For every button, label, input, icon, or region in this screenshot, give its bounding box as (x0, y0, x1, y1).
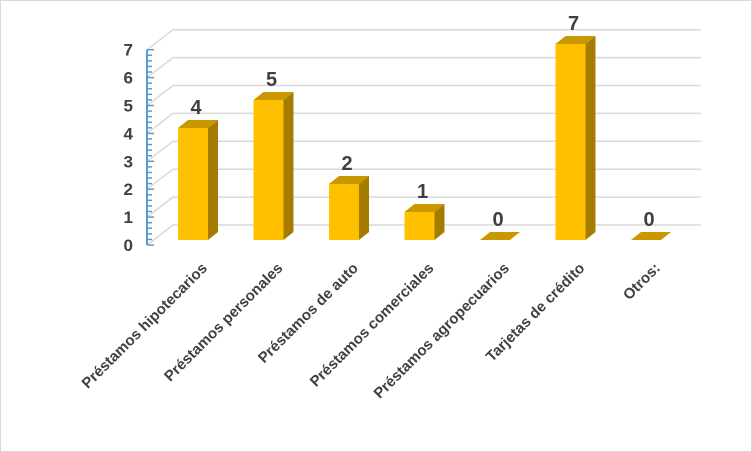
bar-top (329, 176, 369, 184)
bar-side (359, 176, 369, 240)
bar-side (585, 36, 596, 240)
bar (404, 204, 445, 240)
data-label: 7 (568, 13, 579, 35)
bar (178, 120, 218, 240)
bar-side (208, 120, 218, 240)
data-label: 0 (643, 209, 654, 231)
y-tick-label: 3 (124, 152, 133, 171)
y-tick-label: 7 (124, 41, 133, 60)
bar (329, 176, 369, 240)
bar-top (178, 120, 218, 128)
bar (631, 232, 671, 240)
x-tick-label: Préstamos hipotecarios (79, 260, 211, 392)
bar-front (404, 212, 435, 240)
bar-front (329, 184, 359, 240)
x-tick-label: Préstamos comerciales (307, 260, 438, 391)
gridline (146, 28, 701, 51)
bar-top (555, 36, 596, 44)
bar (253, 92, 294, 240)
bar-top (253, 92, 294, 100)
gridline (146, 140, 701, 162)
data-label: 4 (190, 97, 202, 119)
gridline (146, 112, 701, 134)
y-tick-label: 6 (124, 69, 133, 88)
gridline (146, 224, 701, 246)
bar-side (434, 204, 445, 240)
gridline (146, 196, 701, 218)
y-tick-label: 5 (124, 97, 133, 116)
y-tick-label: 4 (124, 124, 134, 143)
bar (480, 232, 520, 240)
gridline (146, 84, 701, 107)
bar-front (178, 128, 208, 240)
bar-top (480, 232, 520, 240)
data-label: 5 (266, 69, 277, 91)
bar-top (404, 204, 445, 212)
bar-front (253, 100, 284, 240)
gridline (146, 56, 701, 79)
y-tick-label: 1 (124, 208, 133, 227)
bar-top (631, 232, 671, 240)
x-tick-label: Otros: (620, 260, 664, 304)
x-tick-label: Préstamos agropecuarios (371, 260, 513, 402)
data-label: 0 (492, 209, 503, 231)
bar-side (283, 92, 294, 240)
y-tick-label: 2 (124, 180, 133, 199)
bar-front (555, 44, 586, 240)
bar (555, 36, 596, 240)
data-label: 2 (341, 153, 352, 175)
y-tick-label: 0 (124, 236, 133, 255)
data-label: 1 (417, 181, 428, 203)
gridline (146, 168, 701, 190)
